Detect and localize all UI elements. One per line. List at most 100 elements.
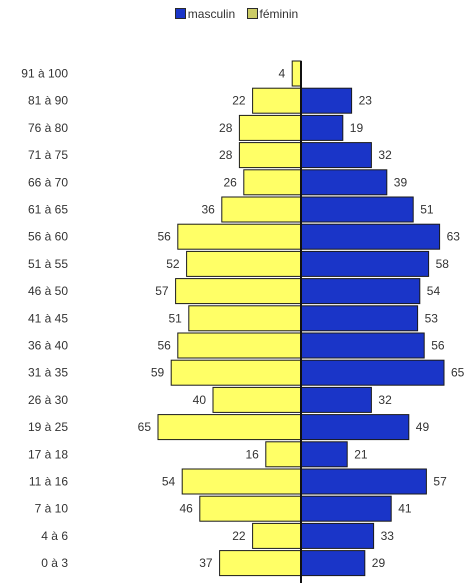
bar-feminin-17-a-18 bbox=[265, 441, 302, 468]
value-label-feminin-56-a-60: 56 bbox=[157, 230, 171, 244]
bar-feminin-19-a-25 bbox=[157, 414, 302, 441]
bar-masculin-7-a-10 bbox=[300, 495, 392, 522]
bar-masculin-51-a-55 bbox=[300, 250, 430, 277]
bar-masculin-36-a-40 bbox=[300, 332, 425, 359]
value-label-feminin-4-a-6: 22 bbox=[232, 529, 246, 543]
value-label-feminin-41-a-45: 51 bbox=[168, 311, 182, 325]
value-label-feminin-7-a-10: 46 bbox=[179, 502, 193, 516]
value-label-masculin-71-a-75: 32 bbox=[378, 148, 392, 162]
bar-feminin-41-a-45 bbox=[188, 305, 302, 332]
bar-masculin-0-a-3 bbox=[300, 550, 366, 577]
category-label-31-a-35: 31 à 35 bbox=[28, 366, 68, 380]
value-label-masculin-26-a-30: 32 bbox=[378, 393, 392, 407]
bar-feminin-46-a-50 bbox=[175, 278, 302, 305]
bar-feminin-4-a-6 bbox=[252, 522, 302, 549]
bar-masculin-41-a-45 bbox=[300, 305, 419, 332]
value-label-masculin-81-a-90: 23 bbox=[359, 94, 373, 108]
category-label-91-a-100: 91 à 100 bbox=[21, 67, 68, 81]
legend-item-masculin: masculin bbox=[174, 7, 236, 21]
category-label-71-a-75: 71 à 75 bbox=[28, 148, 68, 162]
value-label-feminin-0-a-3: 37 bbox=[199, 556, 213, 570]
bar-feminin-51-a-55 bbox=[186, 250, 302, 277]
value-label-feminin-46-a-50: 57 bbox=[155, 284, 169, 298]
bar-feminin-36-a-40 bbox=[177, 332, 302, 359]
value-label-feminin-61-a-65: 36 bbox=[201, 203, 215, 217]
bar-feminin-81-a-90 bbox=[252, 87, 302, 114]
bar-masculin-46-a-50 bbox=[300, 278, 421, 305]
category-label-76-a-80: 76 à 80 bbox=[28, 121, 68, 135]
value-label-feminin-66-a-70: 26 bbox=[223, 175, 237, 189]
category-label-0-a-3: 0 à 3 bbox=[41, 556, 68, 570]
value-label-masculin-76-a-80: 19 bbox=[350, 121, 364, 135]
value-label-feminin-76-a-80: 28 bbox=[219, 121, 233, 135]
value-label-feminin-19-a-25: 65 bbox=[138, 420, 152, 434]
bar-feminin-61-a-65 bbox=[221, 196, 302, 223]
bar-feminin-91-a-100 bbox=[291, 60, 302, 87]
bar-masculin-76-a-80 bbox=[300, 114, 344, 141]
category-label-26-a-30: 26 à 30 bbox=[28, 393, 68, 407]
legend-swatch-feminin bbox=[246, 8, 258, 19]
value-label-feminin-36-a-40: 56 bbox=[157, 339, 171, 353]
category-label-51-a-55: 51 à 55 bbox=[28, 257, 68, 271]
value-label-masculin-31-a-35: 65 bbox=[451, 366, 465, 380]
bar-masculin-26-a-30 bbox=[300, 386, 372, 413]
value-label-masculin-4-a-6: 33 bbox=[381, 529, 395, 543]
bar-feminin-7-a-10 bbox=[199, 495, 302, 522]
bar-masculin-81-a-90 bbox=[300, 87, 353, 114]
value-label-masculin-19-a-25: 49 bbox=[416, 420, 430, 434]
bar-masculin-11-a-16 bbox=[300, 468, 427, 495]
bar-masculin-61-a-65 bbox=[300, 196, 414, 223]
bar-feminin-11-a-16 bbox=[181, 468, 302, 495]
category-label-4-a-6: 4 à 6 bbox=[41, 529, 68, 543]
bar-feminin-31-a-35 bbox=[170, 359, 302, 386]
category-label-7-a-10: 7 à 10 bbox=[35, 502, 69, 516]
legend-item-feminin: féminin bbox=[246, 7, 299, 21]
bar-masculin-4-a-6 bbox=[300, 522, 375, 549]
bar-masculin-19-a-25 bbox=[300, 414, 410, 441]
value-label-feminin-81-a-90: 22 bbox=[232, 94, 246, 108]
category-label-46-a-50: 46 à 50 bbox=[28, 284, 68, 298]
value-label-feminin-71-a-75: 28 bbox=[219, 148, 233, 162]
value-label-masculin-17-a-18: 21 bbox=[354, 447, 368, 461]
value-label-feminin-26-a-30: 40 bbox=[193, 393, 207, 407]
value-label-masculin-46-a-50: 54 bbox=[427, 284, 441, 298]
bar-masculin-71-a-75 bbox=[300, 142, 372, 169]
value-label-masculin-11-a-16: 57 bbox=[433, 475, 447, 489]
legend-swatch-masculin bbox=[174, 8, 186, 19]
value-label-feminin-51-a-55: 52 bbox=[166, 257, 180, 271]
value-label-feminin-91-a-100: 4 bbox=[279, 67, 286, 81]
bar-feminin-56-a-60 bbox=[177, 223, 302, 250]
value-label-masculin-7-a-10: 41 bbox=[398, 502, 412, 516]
bar-masculin-66-a-70 bbox=[300, 169, 388, 196]
value-label-masculin-51-a-55: 58 bbox=[436, 257, 450, 271]
bar-feminin-0-a-3 bbox=[219, 550, 302, 577]
category-label-36-a-40: 36 à 40 bbox=[28, 339, 68, 353]
category-label-66-a-70: 66 à 70 bbox=[28, 175, 68, 189]
value-label-masculin-56-a-60: 63 bbox=[447, 230, 461, 244]
value-label-feminin-17-a-18: 16 bbox=[245, 447, 259, 461]
bar-feminin-26-a-30 bbox=[212, 386, 302, 413]
bar-feminin-71-a-75 bbox=[238, 142, 302, 169]
category-label-41-a-45: 41 à 45 bbox=[28, 311, 68, 325]
category-label-11-a-16: 11 à 16 bbox=[29, 475, 68, 489]
value-label-masculin-41-a-45: 53 bbox=[425, 311, 439, 325]
bar-feminin-66-a-70 bbox=[243, 169, 302, 196]
category-label-81-a-90: 81 à 90 bbox=[28, 94, 68, 108]
bar-feminin-76-a-80 bbox=[238, 114, 302, 141]
legend: masculin féminin bbox=[0, 7, 473, 21]
category-label-17-a-18: 17 à 18 bbox=[28, 447, 68, 461]
legend-label-feminin: féminin bbox=[259, 7, 299, 21]
category-label-19-a-25: 19 à 25 bbox=[28, 420, 68, 434]
value-label-masculin-66-a-70: 39 bbox=[394, 175, 408, 189]
value-label-masculin-0-a-3: 29 bbox=[372, 556, 386, 570]
value-label-masculin-61-a-65: 51 bbox=[420, 203, 434, 217]
value-label-feminin-11-a-16: 54 bbox=[162, 475, 176, 489]
category-label-61-a-65: 61 à 65 bbox=[28, 203, 68, 217]
legend-label-masculin: masculin bbox=[187, 7, 236, 21]
value-label-masculin-36-a-40: 56 bbox=[431, 339, 445, 353]
category-label-56-a-60: 56 à 60 bbox=[28, 230, 68, 244]
bar-masculin-31-a-35 bbox=[300, 359, 445, 386]
value-label-feminin-31-a-35: 59 bbox=[151, 366, 165, 380]
bar-masculin-56-a-60 bbox=[300, 223, 441, 250]
